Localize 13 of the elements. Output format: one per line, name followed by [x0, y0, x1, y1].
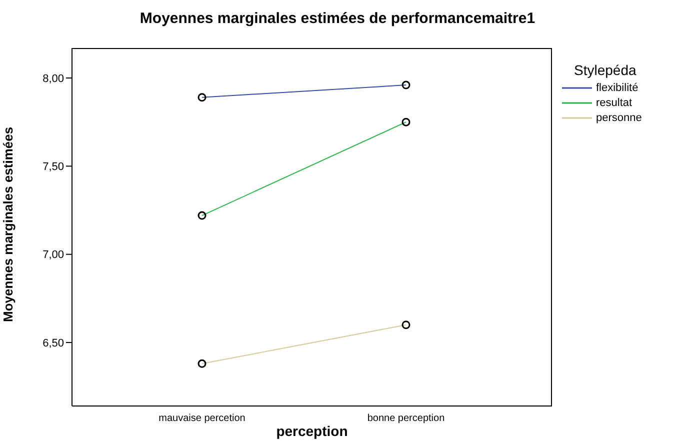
legend-label: personne — [596, 112, 642, 124]
chart-title: Moyennes marginales estimées de performancemaitre1 — [138, 10, 536, 27]
legend-title: Stylepéda — [574, 62, 638, 78]
x-tick-label: mauvaise percetion — [158, 413, 246, 424]
x-tick-label: bonne perception — [367, 413, 445, 424]
y-tick-label: 8,00 — [42, 72, 64, 85]
legend-label: resultat — [596, 96, 632, 108]
legend-label: flexibilité — [596, 82, 638, 94]
y-tick-label: 7,50 — [42, 161, 64, 174]
y-tick-label: 6,50 — [42, 337, 64, 350]
y-tick-label: 7,00 — [42, 249, 64, 262]
y-axis-title: Moyennes marginales estimées — [0, 126, 16, 322]
x-axis-title: perception — [276, 423, 348, 439]
